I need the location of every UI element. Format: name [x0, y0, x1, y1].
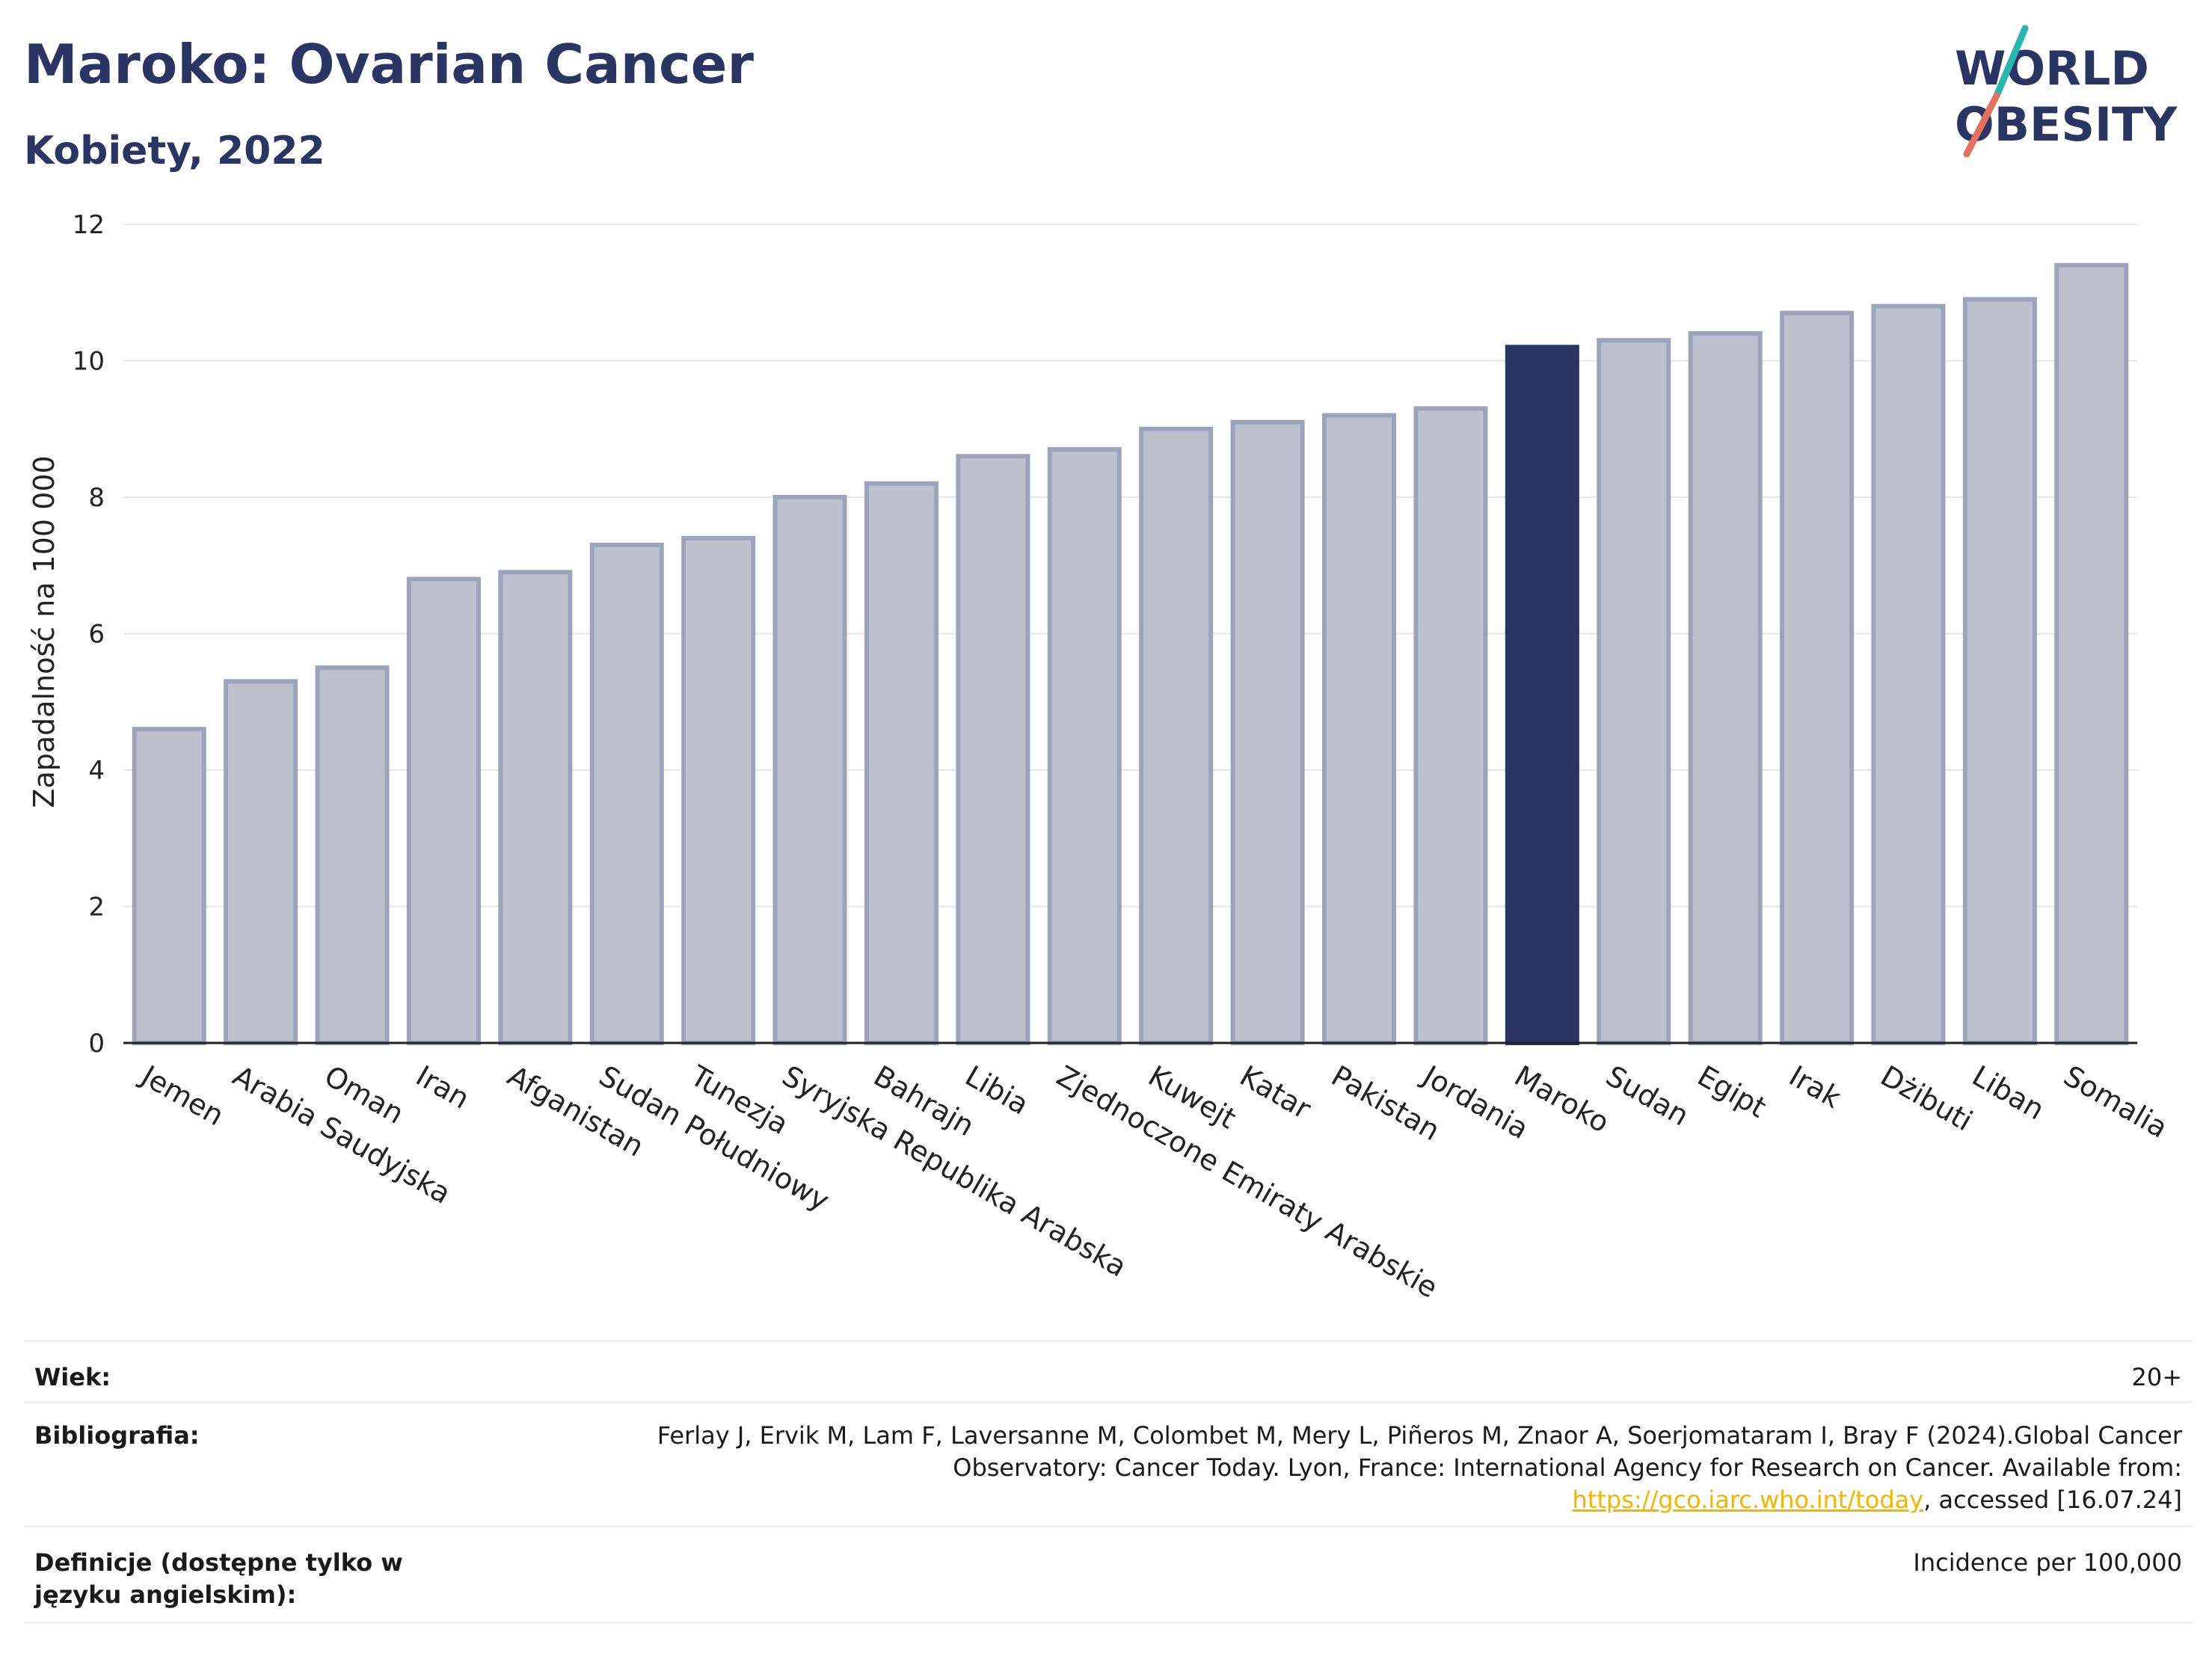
bibliography-link[interactable]: https://gco.iarc.who.int/today [1572, 1486, 1924, 1514]
x-tick-label: Sudan [1600, 1059, 1695, 1133]
bar-sudan [1597, 338, 1671, 1045]
definitions-label: Definicje (dostępne tylko w języku angie… [34, 1548, 403, 1609]
bar-liban [1962, 297, 2037, 1045]
bar-dżibuti [1871, 304, 1946, 1045]
world-obesity-logo: WORLD OBESITY [1955, 25, 2178, 158]
y-tick-label: 6 [88, 620, 105, 650]
bar-jordania [1413, 406, 1488, 1045]
bar-arabia-saudyjska [224, 679, 298, 1045]
age-label: Wiek: [34, 1363, 111, 1391]
bar-afganistan [498, 570, 573, 1045]
metadata-row-bibliography: Bibliografia: Ferlay J, Ervik M, Lam F, … [24, 1401, 2193, 1527]
logo-text-line1: WORLD [1955, 41, 2149, 96]
x-tick-label: Katar [1235, 1059, 1317, 1126]
logo-slash-teal [1993, 25, 2029, 99]
logo-slash-coral [1963, 92, 2000, 158]
bar-oman [315, 665, 390, 1045]
y-tick-label: 12 [73, 210, 105, 240]
bibliography-text-after: , accessed [16.07.24] [1923, 1486, 2182, 1514]
x-tick-label: Egipt [1692, 1059, 1772, 1124]
age-value: 20+ [2131, 1363, 2182, 1391]
bar-katar [1230, 419, 1305, 1045]
y-tick-label: 2 [88, 893, 105, 923]
x-tick-label: Jemen [135, 1059, 230, 1133]
chart-subtitle: Kobiety, 2022 [24, 129, 325, 173]
chart-title: Maroko: Ovarian Cancer [24, 33, 755, 96]
definitions-value: Incidence per 100,000 [1913, 1548, 2182, 1577]
bar-maroko [1505, 345, 1579, 1045]
y-tick-label: 0 [88, 1029, 105, 1059]
bar-sudan-południowy [589, 542, 664, 1045]
bar-tunezja [681, 535, 756, 1045]
metadata-row-age: Wiek: 20+ [24, 1340, 2193, 1403]
bar-syryjska-republika-arabska [772, 495, 847, 1045]
bars [132, 262, 2129, 1045]
y-tick-label: 8 [88, 483, 105, 513]
bar-kuwejt [1139, 426, 1214, 1045]
bar-iran [406, 576, 481, 1045]
x-tick-label: Dżibuti [1875, 1059, 1978, 1138]
bar-bahrajn [864, 481, 938, 1045]
y-tick-label: 4 [88, 756, 105, 786]
bar-irak [1780, 310, 1855, 1045]
bar-pakistan [1322, 413, 1397, 1045]
x-tick-label: Irak [1784, 1059, 1846, 1115]
x-tick-label: Liban [1967, 1059, 2050, 1127]
bar-egipt [1688, 331, 1763, 1045]
bar-jemen [132, 727, 206, 1045]
x-tick-label: Somalia [2058, 1059, 2173, 1145]
bar-libia [956, 454, 1030, 1045]
bar-somalia [2054, 262, 2129, 1045]
x-tick-label: Iran [411, 1059, 475, 1115]
bar-zjednoczone-emiraty-arabskie [1047, 447, 1122, 1045]
metadata-row-definitions: Definicje (dostępne tylko w języku angie… [24, 1525, 2193, 1624]
bibliography-text-before: Ferlay J, Ervik M, Lam F, Laversanne M, … [657, 1421, 2182, 1482]
y-tick-label: 10 [73, 347, 105, 377]
y-axis-label: Zapadalność na 100 000 [28, 455, 61, 807]
bibliography-text: Ferlay J, Ervik M, Lam F, Laversanne M, … [597, 1420, 2182, 1516]
bibliography-label: Bibliografia: [34, 1421, 200, 1450]
